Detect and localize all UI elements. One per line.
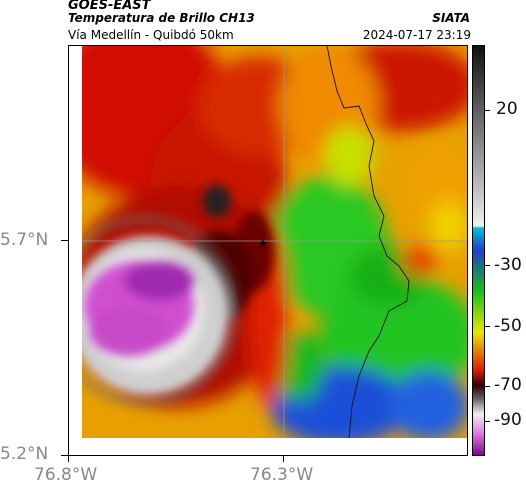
satellite-map[interactable]: ★ — [68, 45, 468, 456]
location-label: Vía Medellín - Quibdó 50km — [68, 28, 234, 42]
colorbar-tick — [485, 265, 490, 266]
lat-label-5.7: 5.7°N — [0, 230, 49, 250]
lat-tick — [61, 455, 68, 456]
colorbar-tick — [485, 110, 490, 111]
datetime-label: 2024-07-17 23:19 — [362, 28, 471, 42]
satellite-name: GOES-EAST — [68, 0, 151, 13]
colorbar-label-minus30: -30 — [494, 255, 522, 275]
colorbar-tick — [485, 421, 490, 422]
map-canvas: ★ — [69, 46, 467, 455]
lon-label-76.3: 76.3°W — [250, 465, 314, 485]
colorbar-tick — [485, 386, 490, 387]
lon-tick — [283, 456, 284, 462]
lon-tick — [68, 456, 69, 462]
colorbar-label-minus70: -70 — [494, 375, 522, 395]
lat-label-5.2: 5.2°N — [0, 444, 49, 464]
colorbar-label-minus90: -90 — [494, 410, 522, 430]
lat-tick — [61, 240, 68, 241]
colorbar-tick — [485, 326, 490, 327]
border-line — [326, 46, 410, 438]
colorbar-gradient — [473, 46, 484, 455]
colorbar-label-20: 20 — [496, 99, 518, 119]
colorbar — [472, 45, 485, 456]
colorbar-label-minus50: -50 — [494, 316, 522, 336]
lon-label-76.8: 76.8°W — [34, 465, 98, 485]
star-icon: ★ — [258, 237, 268, 250]
product-title: Temperatura de Brillo CH13 — [68, 11, 255, 25]
organization-label: SIATA — [432, 11, 470, 25]
